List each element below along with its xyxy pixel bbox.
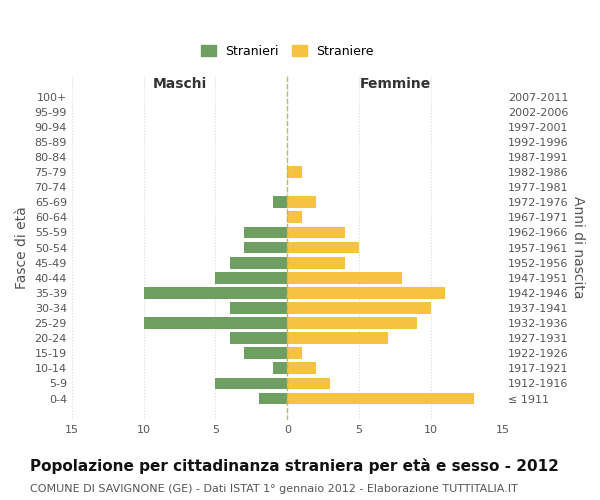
Bar bbox=[287, 332, 388, 344]
Bar bbox=[287, 272, 402, 283]
Bar bbox=[287, 196, 316, 208]
Bar bbox=[287, 287, 445, 298]
Bar bbox=[287, 378, 331, 390]
Bar bbox=[259, 392, 287, 404]
Bar bbox=[143, 287, 287, 298]
Bar bbox=[287, 362, 316, 374]
Bar bbox=[287, 302, 431, 314]
Bar bbox=[287, 166, 302, 178]
Bar bbox=[287, 317, 416, 329]
Legend: Stranieri, Straniere: Stranieri, Straniere bbox=[196, 40, 379, 63]
Text: Femmine: Femmine bbox=[359, 78, 431, 92]
Bar bbox=[244, 242, 287, 254]
Bar bbox=[230, 302, 287, 314]
Bar bbox=[287, 392, 474, 404]
Y-axis label: Fasce di età: Fasce di età bbox=[15, 206, 29, 289]
Bar bbox=[215, 378, 287, 390]
Bar bbox=[244, 348, 287, 359]
Bar bbox=[230, 332, 287, 344]
Bar bbox=[287, 242, 359, 254]
Text: COMUNE DI SAVIGNONE (GE) - Dati ISTAT 1° gennaio 2012 - Elaborazione TUTTITALIA.: COMUNE DI SAVIGNONE (GE) - Dati ISTAT 1°… bbox=[30, 484, 518, 494]
Bar bbox=[273, 362, 287, 374]
Bar bbox=[287, 212, 302, 223]
Text: Maschi: Maschi bbox=[152, 78, 206, 92]
Bar bbox=[215, 272, 287, 283]
Bar bbox=[287, 257, 345, 268]
Bar bbox=[287, 348, 302, 359]
Y-axis label: Anni di nascita: Anni di nascita bbox=[571, 196, 585, 299]
Bar bbox=[287, 226, 345, 238]
Bar bbox=[273, 196, 287, 208]
Bar bbox=[244, 226, 287, 238]
Text: Popolazione per cittadinanza straniera per età e sesso - 2012: Popolazione per cittadinanza straniera p… bbox=[30, 458, 559, 473]
Bar bbox=[230, 257, 287, 268]
Bar bbox=[143, 317, 287, 329]
